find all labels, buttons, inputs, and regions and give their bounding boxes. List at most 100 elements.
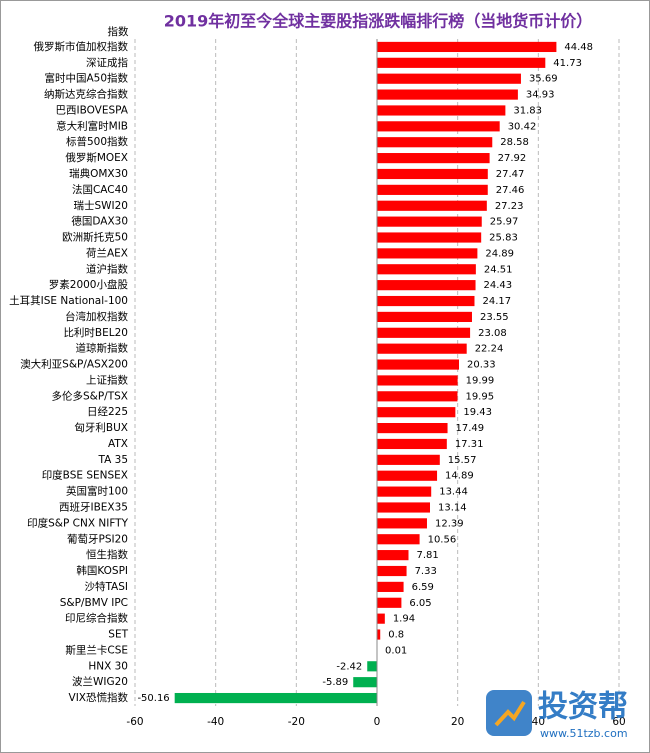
watermark: 投资帮 www.51tzb.com: [486, 690, 628, 740]
y-tick-label: VIX恐慌指数: [69, 691, 129, 704]
plot: -60 -40 -20 0 20 40 60 俄罗斯市值加权指数 44.48 深证成指 41.73 富…: [9, 39, 626, 728]
value-label: 12.39: [435, 518, 464, 529]
value-label: 24.89: [485, 248, 514, 259]
value-label: 6.59: [412, 582, 434, 593]
bar: [377, 311, 472, 322]
y-tick-label: 多伦多S&P/TSX: [52, 389, 129, 402]
value-label: 1.94: [393, 614, 415, 625]
bar: [353, 677, 377, 688]
y-tick-label: ATX: [108, 438, 128, 450]
bar: [377, 565, 407, 577]
chart-title: 2019年初至今全球主要股指涨跌幅排行榜（当地货币计价）: [164, 12, 593, 31]
value-label: -2.42: [336, 661, 362, 672]
value-label: 14.89: [445, 471, 474, 482]
bar: [377, 41, 557, 53]
x-tick-label: -60: [126, 716, 143, 728]
value-label: 27.47: [496, 169, 525, 180]
y-tick-label: 沙特TASI: [84, 581, 128, 593]
watermark-logo-arrow: [494, 700, 526, 727]
y-tick-label: 道琼斯指数: [76, 342, 129, 355]
y-tick-label: 俄罗斯MOEX: [65, 151, 128, 164]
value-label: 28.58: [500, 137, 529, 148]
value-label: 19.43: [463, 407, 492, 418]
value-label: 10.56: [428, 534, 457, 545]
value-label: -5.89: [322, 677, 348, 688]
value-label: 15.57: [448, 455, 477, 466]
value-label: 19.99: [466, 375, 495, 386]
value-label: 35.69: [529, 74, 558, 85]
value-label: 24.17: [482, 296, 511, 307]
bar: [377, 470, 438, 481]
y-tick-label: TA 35: [98, 454, 128, 466]
bar: [377, 327, 471, 338]
bar: [377, 375, 458, 386]
value-label: 22.24: [475, 344, 504, 355]
y-tick-label: 印度S&P CNX NIFTY: [27, 516, 128, 529]
x-tick-label: -40: [207, 716, 224, 728]
bar: [377, 391, 458, 402]
y-tick-label: 巴西IBOVESPA: [55, 104, 128, 116]
bar: [377, 423, 448, 434]
bar: [377, 105, 506, 116]
value-label: 19.95: [465, 391, 494, 402]
y-tick-label: 印尼综合指数: [65, 612, 128, 625]
bar: [377, 295, 475, 307]
value-label: 13.44: [439, 487, 468, 498]
value-label: 23.08: [478, 328, 507, 339]
y-tick-label: 西班牙IBEX35: [59, 501, 128, 513]
y-tick-label: 恒生指数: [86, 548, 128, 561]
value-label: 20.33: [467, 360, 496, 371]
value-label: 6.05: [409, 598, 431, 609]
bar: [377, 407, 456, 418]
y-tick-label: 欧洲斯托克50: [62, 231, 128, 244]
y-tick-label: S&P/BMV IPC: [60, 597, 128, 609]
value-label: 41.73: [553, 58, 582, 69]
value-label: 44.48: [564, 42, 593, 53]
bar: [377, 73, 521, 84]
value-label: 0.01: [385, 645, 407, 656]
bar: [377, 550, 409, 561]
bar: [367, 661, 377, 672]
y-tick-label: 法国CAC40: [72, 183, 128, 196]
y-tick-label: 纳斯达克综合指数: [44, 88, 128, 101]
bar: [377, 216, 482, 227]
bar: [377, 534, 420, 545]
bar: [377, 581, 404, 592]
watermark-brand: 投资帮: [538, 690, 628, 725]
x-tick-label: 40: [532, 716, 545, 728]
bar: [377, 137, 493, 148]
bar: [377, 629, 381, 640]
y-tick-label: 罗素2000小盘股: [49, 278, 129, 291]
value-label: 31.83: [513, 105, 542, 116]
value-label: 23.55: [480, 312, 509, 323]
bar: [377, 200, 487, 211]
value-label: 27.46: [496, 185, 525, 196]
bar: [377, 359, 459, 370]
y-tick-label: 瑞士SWI20: [73, 199, 128, 212]
bar: [377, 438, 447, 450]
bar: [377, 121, 500, 132]
y-axis-label: 指数: [108, 25, 129, 38]
bar: [377, 264, 476, 275]
value-label: -50.16: [137, 693, 169, 704]
y-tick-label: 道沪指数: [86, 262, 128, 275]
x-tick-label: 20: [451, 716, 464, 728]
x-tick-label: 60: [612, 716, 625, 728]
value-label: 25.97: [490, 217, 519, 228]
value-label: 17.31: [455, 439, 484, 450]
bar: [377, 248, 478, 259]
bar: [377, 168, 488, 180]
value-label: 34.93: [526, 90, 555, 101]
y-tick-label: 匈牙利BUX: [74, 421, 128, 434]
y-tick-label: 台湾加权指数: [65, 310, 128, 323]
value-label: 30.42: [508, 121, 537, 132]
y-tick-label: 日经225: [87, 405, 128, 418]
bar: [377, 502, 430, 513]
y-tick-label: 深证成指: [86, 56, 128, 69]
bar: [377, 343, 467, 354]
value-label: 24.43: [484, 280, 513, 291]
value-label: 13.14: [438, 502, 467, 513]
bar: [377, 89, 518, 100]
y-tick-label: 英国富时100: [66, 485, 128, 498]
bar: [377, 153, 490, 164]
